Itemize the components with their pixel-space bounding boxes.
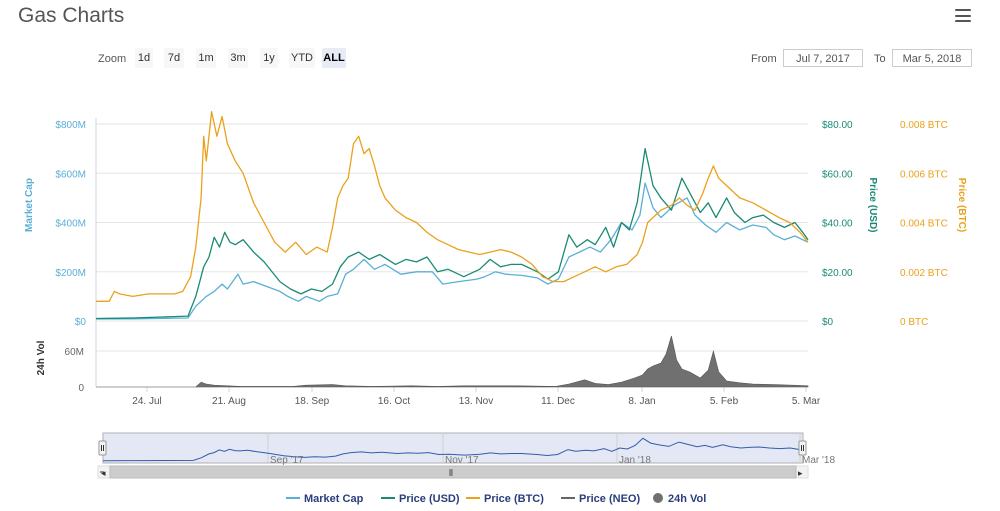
legend-item-price-usd[interactable]: Price (USD) xyxy=(399,493,460,505)
zoom-button-1y[interactable]: 1y xyxy=(260,48,278,68)
x-tick-label: 8. Jan xyxy=(628,396,655,407)
navigator-tick-label: Jan '18 xyxy=(619,455,651,466)
price-usd-tick-label: $80.00 xyxy=(822,120,853,131)
price-btc-axis-title: Price (BTC) xyxy=(956,178,967,232)
zoom-button-1d[interactable]: 1d xyxy=(135,48,153,68)
zoom-button-3m[interactable]: 3m xyxy=(228,48,248,68)
navigator-tick-label: Mar '18 xyxy=(802,455,835,466)
zoom-label: Zoom xyxy=(98,53,127,65)
navigator-tick-label: Nov '17 xyxy=(445,455,479,466)
navigator-series-line xyxy=(102,437,804,462)
from-label: From xyxy=(751,53,777,65)
legend-item-price-neo[interactable]: Price (NEO) xyxy=(579,493,640,505)
hamburger-menu-icon[interactable] xyxy=(955,9,971,22)
market-cap-axis-title: Market Cap xyxy=(24,178,35,232)
series-area-24h-vol xyxy=(96,335,809,388)
market-cap-tick-label: $0 xyxy=(75,317,87,328)
x-tick-label: 16. Oct xyxy=(378,396,410,407)
volume-tick-label: 60M xyxy=(65,347,84,358)
legend-item-price-btc[interactable]: Price (BTC) xyxy=(484,493,544,505)
x-tick-label: 5. Feb xyxy=(710,396,739,407)
scrollbar-left-arrow-icon: ◂ xyxy=(101,468,106,478)
price-usd-tick-label: $40.00 xyxy=(822,219,853,230)
to-label: To xyxy=(874,53,886,65)
x-tick-label: 11. Dec xyxy=(541,396,575,407)
zoom-button-ytd[interactable]: YTD xyxy=(289,48,315,68)
legend-item-24h-vol[interactable]: 24h Vol xyxy=(668,493,706,505)
to-date-input[interactable]: Mar 5, 2018 xyxy=(892,49,972,67)
market-cap-tick-label: $800M xyxy=(55,120,86,131)
series-line-market-cap xyxy=(95,182,809,320)
price-usd-tick-label: $60.00 xyxy=(822,169,853,180)
scrollbar-right-arrow-icon: ▸ xyxy=(798,468,803,478)
price-usd-tick-label: $0 xyxy=(822,317,834,328)
x-tick-label: 5. Mar xyxy=(792,396,821,407)
scrollbar-thumb[interactable] xyxy=(109,465,797,479)
volume-tick-label: 0 xyxy=(78,383,84,394)
market-cap-tick-label: $400M xyxy=(55,219,86,230)
series-line-price-btc xyxy=(96,111,809,302)
price-btc-tick-label: 0 BTC xyxy=(900,317,928,328)
price-btc-tick-label: 0.006 BTC xyxy=(900,169,948,180)
x-tick-label: 21. Aug xyxy=(212,396,246,407)
series-line-price-usd xyxy=(95,147,809,320)
price-usd-axis-title: Price (USD) xyxy=(867,177,878,232)
x-tick-label: 18. Sep xyxy=(295,396,330,407)
zoom-button-all[interactable]: ALL xyxy=(322,48,346,68)
from-date-input[interactable]: Jul 7, 2017 xyxy=(783,49,863,67)
market-cap-tick-label: $200M xyxy=(55,268,86,279)
zoom-button-7d[interactable]: 7d xyxy=(164,48,184,68)
legend-symbol-24h-vol xyxy=(653,493,663,503)
price-btc-tick-label: 0.004 BTC xyxy=(900,219,948,230)
navigator-window[interactable] xyxy=(102,432,804,464)
navigator-tick-label: Sep '17 xyxy=(270,455,304,466)
legend-item-market-cap[interactable]: Market Cap xyxy=(304,493,364,505)
zoom-button-1m[interactable]: 1m xyxy=(196,48,216,68)
volume-axis-title: 24h Vol xyxy=(36,340,47,375)
scrollbar-grip-icon: ⦀ xyxy=(449,468,453,478)
page-title: Gas Charts xyxy=(18,4,125,27)
price-usd-tick-label: $20.00 xyxy=(822,268,853,279)
price-btc-tick-label: 0.008 BTC xyxy=(900,120,948,131)
price-btc-tick-label: 0.002 BTC xyxy=(900,268,948,279)
navigator-left-handle[interactable] xyxy=(98,440,107,456)
navigator-right-handle[interactable] xyxy=(798,440,807,456)
x-tick-label: 24. Jul xyxy=(132,396,161,407)
x-tick-label: 13. Nov xyxy=(459,396,493,407)
market-cap-tick-label: $600M xyxy=(55,169,86,180)
